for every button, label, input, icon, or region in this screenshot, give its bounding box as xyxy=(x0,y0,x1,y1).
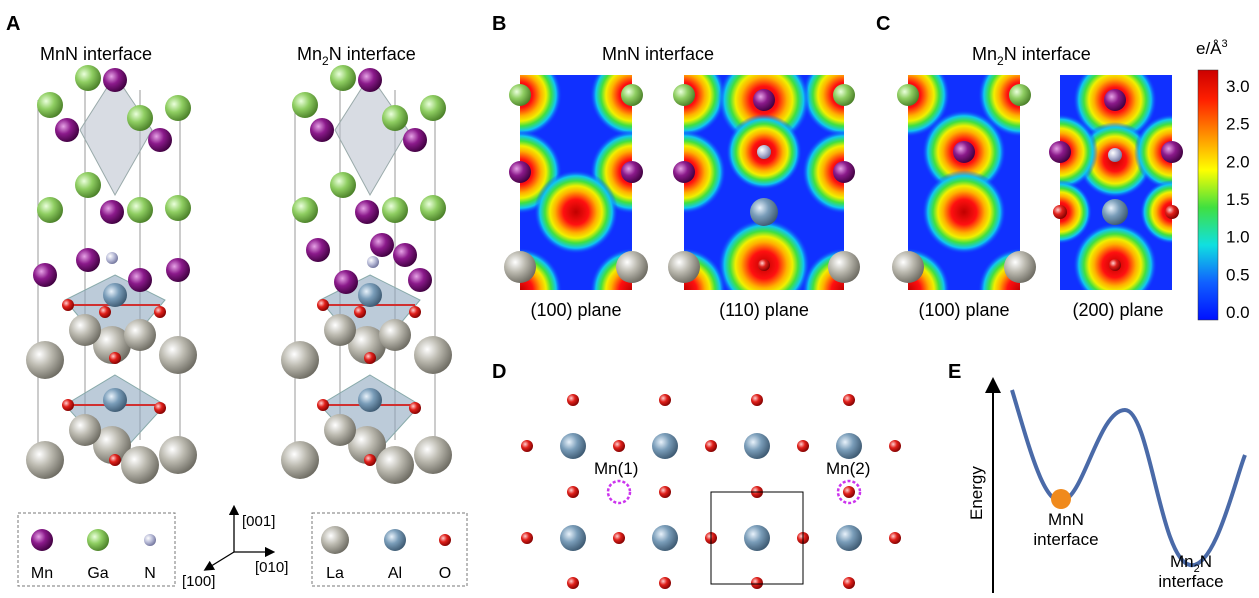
colorbar-tick-label: 0.5 xyxy=(1226,265,1250,284)
legend-swatch-ga xyxy=(87,529,109,551)
min2-label-line2: interface xyxy=(1158,572,1223,591)
panel-a-title-right: Mn2N interface xyxy=(297,44,416,68)
plane-label-b-100: (100) plane xyxy=(530,300,621,320)
legend-swatch-o xyxy=(439,534,451,546)
density-map-c-100 xyxy=(892,75,1036,290)
legend-label-al: Al xyxy=(388,565,402,582)
density-map-c-200 xyxy=(1049,75,1183,290)
panel-letter-b: B xyxy=(492,13,506,35)
plane-label-c-100: (100) plane xyxy=(918,300,1009,320)
o-atoms xyxy=(62,299,166,466)
energy-curve xyxy=(1010,389,1247,568)
legend-label-la: La xyxy=(326,565,344,582)
colorbar-tick-label: 1.0 xyxy=(1226,228,1250,247)
colorbar-tick-label: 3.0 xyxy=(1226,77,1250,96)
legend-swatch-mn xyxy=(31,529,53,551)
n-atom xyxy=(367,256,379,268)
panel-a: A MnN interface Mn2N interface xyxy=(6,13,468,590)
legend-swatch-n xyxy=(144,534,156,546)
mn1-site-marker xyxy=(606,479,632,505)
density-map-b-110 xyxy=(668,75,860,290)
ga-atoms xyxy=(37,65,191,223)
crystal-axes xyxy=(203,504,276,571)
mn2-site-marker xyxy=(836,479,862,505)
o-atoms xyxy=(317,299,421,466)
panel-c-title: Mn2N interface xyxy=(972,44,1091,68)
mn2-label: Mn(2) xyxy=(826,459,870,478)
al-atoms xyxy=(358,283,382,412)
energy-axis-label: Energy xyxy=(967,466,986,520)
density-map-b-100 xyxy=(504,75,648,290)
panel-a-title-left: MnN interface xyxy=(40,44,152,64)
mn2n-interface-structure xyxy=(281,65,452,484)
colorbar-tick-label: 1.5 xyxy=(1226,190,1250,209)
colorbar: e/Å3 3.0 2.5 2.0 1.5 1.0 0.5 0.0 xyxy=(1196,38,1250,322)
min2-label-line1: Mn2N xyxy=(1170,552,1212,575)
legend-label-mn: Mn xyxy=(31,565,53,582)
panel-c: C Mn2N interface (100) plane xyxy=(876,13,1250,322)
panel-e: E Energy MnN interface Mn2N interface xyxy=(948,361,1247,593)
panel-b-title: MnN interface xyxy=(602,44,714,64)
mnn-interface-structure xyxy=(26,65,197,484)
panel-letter-e: E xyxy=(948,361,961,383)
legend-swatch-la xyxy=(321,526,349,554)
legend-swatch-al xyxy=(384,529,406,551)
n-atom xyxy=(106,252,118,264)
unit-cell-box xyxy=(710,491,804,585)
plane-label-c-200: (200) plane xyxy=(1072,300,1163,320)
axis-label-010: [010] xyxy=(255,559,288,576)
colorbar-tick-label: 0.0 xyxy=(1226,303,1250,322)
min1-label-line2: interface xyxy=(1033,530,1098,549)
plane-label-b-110: (110) plane xyxy=(719,300,809,320)
colorbar-unit: e/Å3 xyxy=(1196,38,1228,58)
axis-label-001: [001] xyxy=(242,513,275,530)
mn1-label: Mn(1) xyxy=(594,459,638,478)
mn-atoms xyxy=(33,68,190,292)
colorbar-tick-label: 2.5 xyxy=(1226,115,1250,134)
legend-label-ga: Ga xyxy=(87,565,108,582)
ga-atoms xyxy=(292,65,446,223)
legend-right: La Al O xyxy=(311,512,468,587)
lattice-top-view xyxy=(521,394,901,589)
panel-b: B MnN interface (100) plane xyxy=(492,13,860,320)
legend-label-o: O xyxy=(439,565,451,582)
colorbar-tick-label: 2.0 xyxy=(1226,152,1250,171)
panel-letter-c: C xyxy=(876,13,890,35)
panel-letter-d: D xyxy=(492,361,506,383)
legend-left: Mn Ga N xyxy=(17,512,176,587)
system-state-ball xyxy=(1051,489,1071,509)
panel-letter-a: A xyxy=(6,13,20,35)
axis-label-100: [100] xyxy=(182,573,215,590)
al-atoms xyxy=(103,283,127,412)
la-atoms xyxy=(26,314,197,484)
panel-d: D Mn(1) Mn(2) xyxy=(492,361,901,589)
legend-label-n: N xyxy=(144,565,156,582)
la-atoms xyxy=(281,314,452,484)
mn-atoms xyxy=(306,68,432,294)
min1-label-line1: MnN xyxy=(1048,510,1084,529)
